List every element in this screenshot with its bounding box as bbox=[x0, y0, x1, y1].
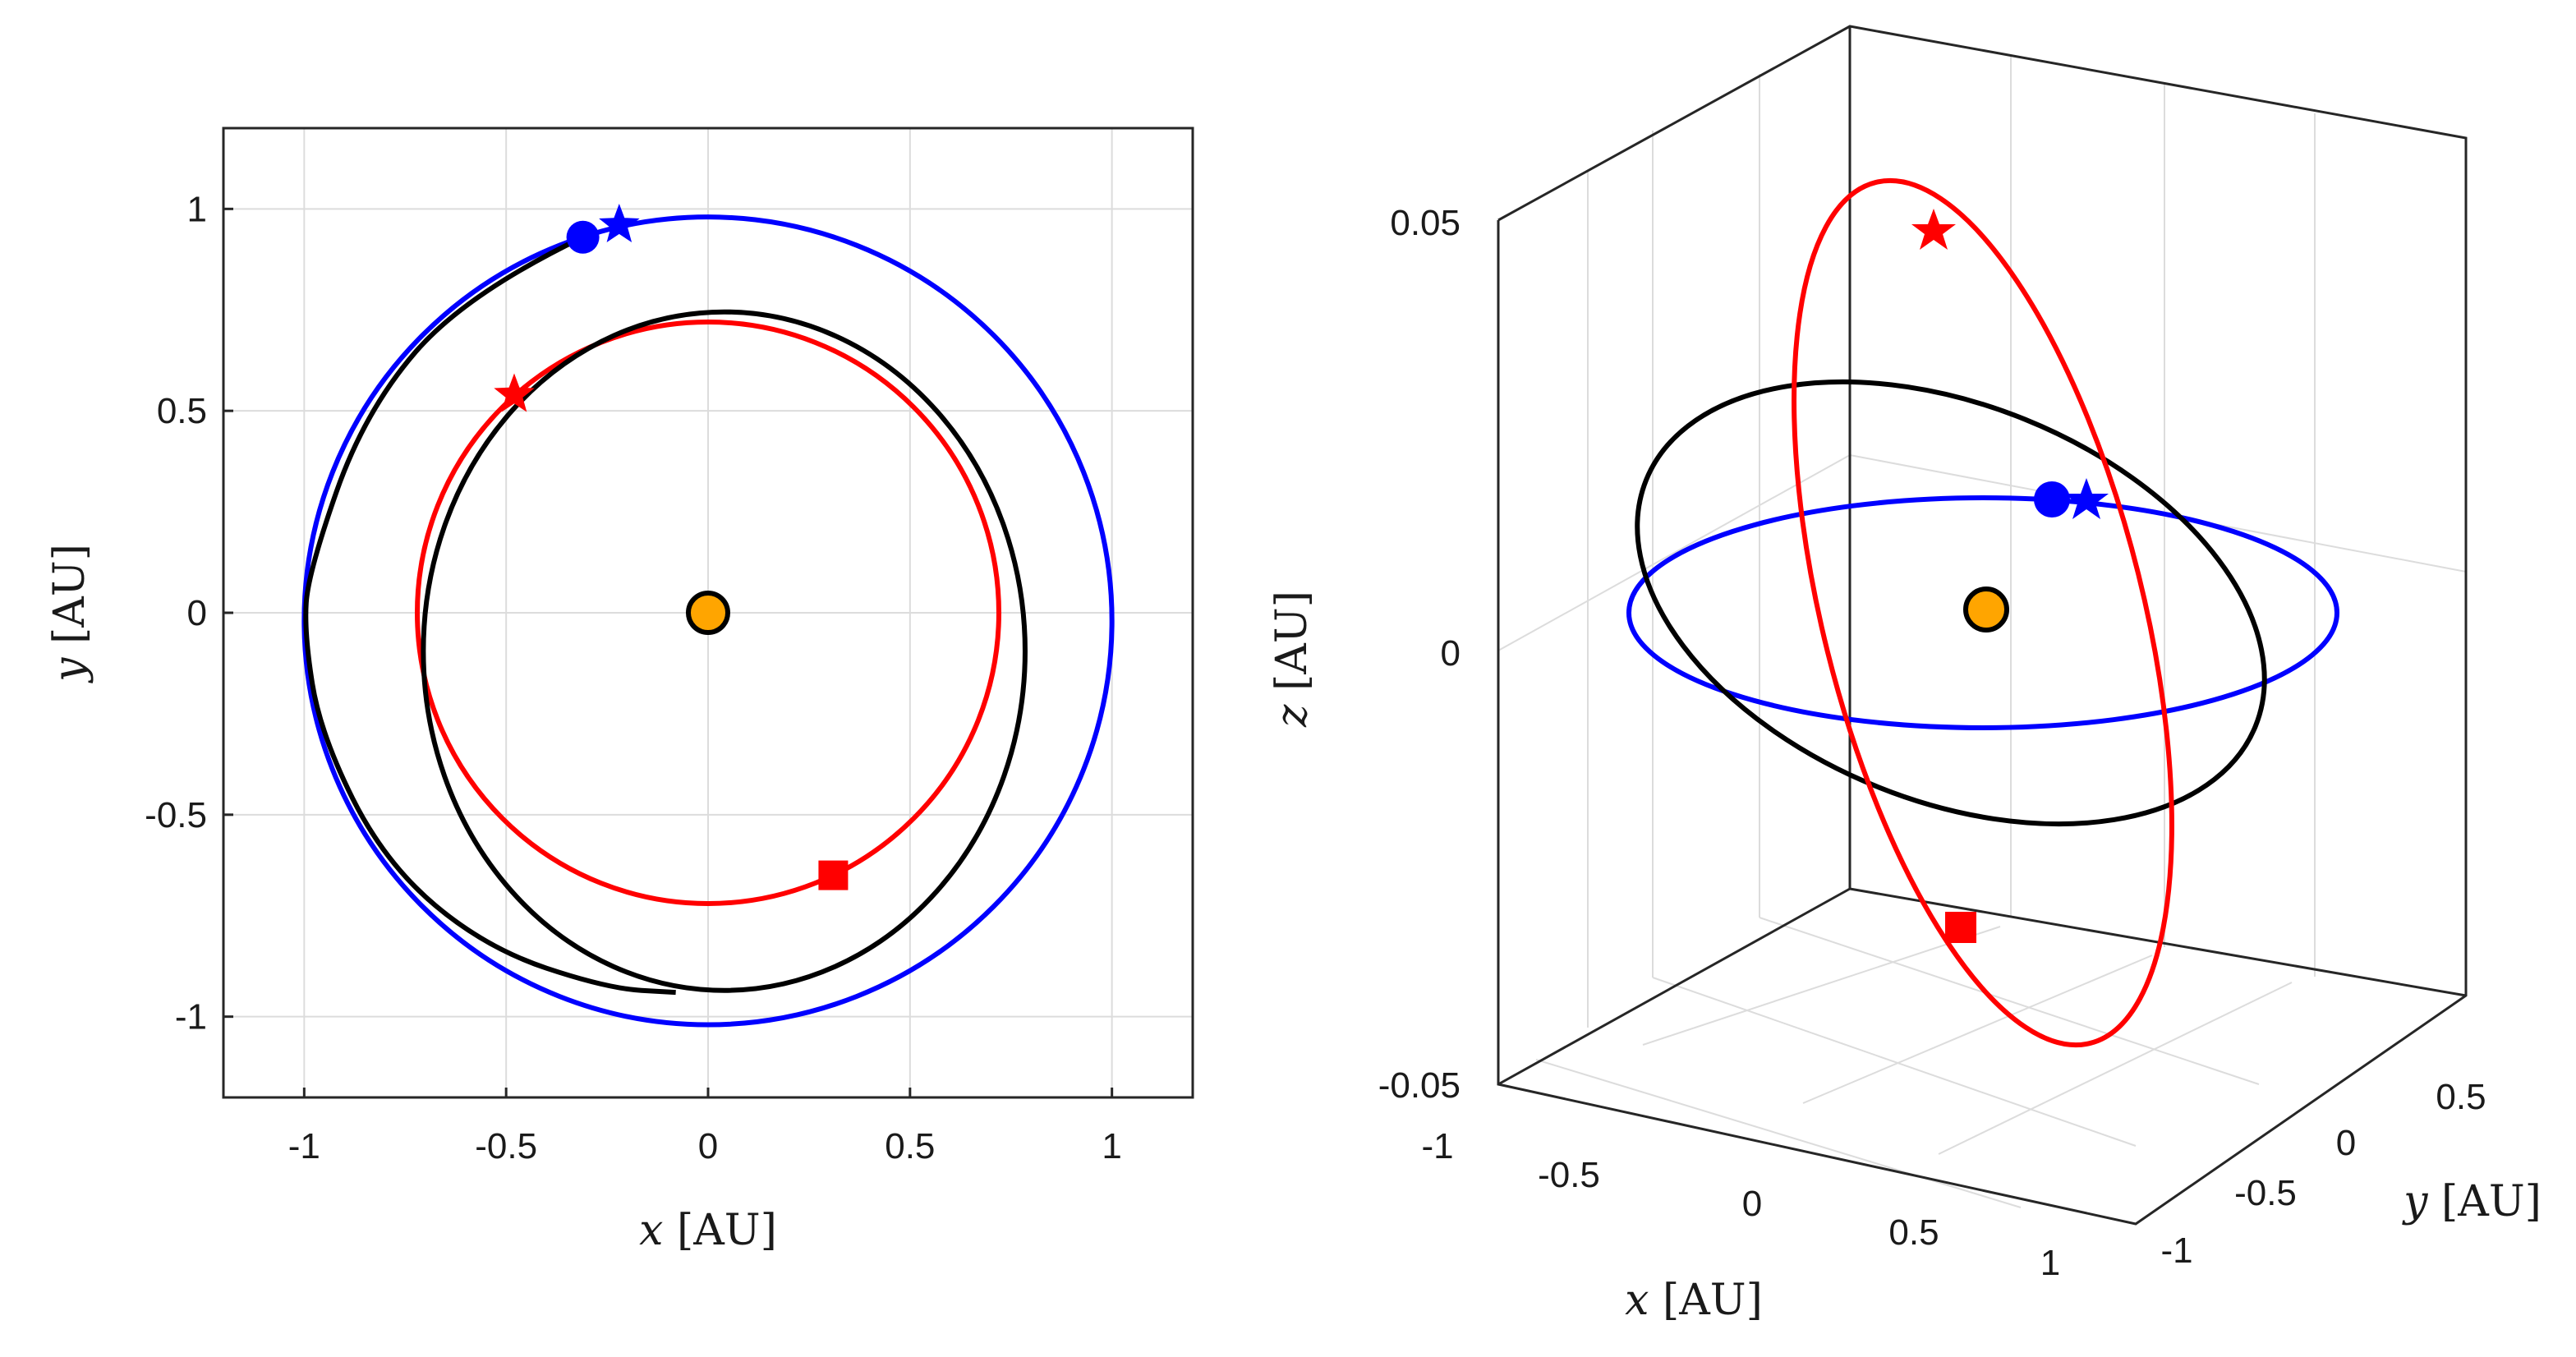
z-tick-label: 0 bbox=[1441, 633, 1460, 674]
x-tick-label: 1 bbox=[1102, 1126, 1121, 1166]
grid-3d-back-wall-x bbox=[1849, 26, 2467, 889]
y-tick-label: 0.5 bbox=[157, 391, 207, 431]
y-tick-label-3d: 0.5 bbox=[2436, 1077, 2486, 1117]
y-tick-label: 1 bbox=[187, 189, 207, 229]
z-tick-label: 0.05 bbox=[1390, 203, 1460, 243]
y-axis-label-3d: y [AU] bbox=[2402, 1177, 2542, 1226]
x-tick-label: -0.5 bbox=[475, 1126, 537, 1166]
orbit-curves-3d bbox=[1626, 177, 2339, 1048]
ticks-2d: -1 -0.5 0 0.5 1 -1 -0.5 0 0.5 1 bbox=[145, 189, 1122, 1166]
orbit-markers-3d bbox=[1911, 209, 2109, 943]
y-axis-label-2d: y [AU] bbox=[45, 544, 94, 683]
y-tick-label: 0 bbox=[187, 593, 207, 633]
series-black-transfer-arc bbox=[303, 235, 676, 996]
series-blue-orbit-3d bbox=[1626, 495, 2339, 730]
x-tick-label: -1 bbox=[288, 1126, 320, 1166]
y-tick-label-3d: -0.5 bbox=[2234, 1173, 2297, 1213]
x-tick-label-3d: -1 bbox=[1421, 1126, 1453, 1166]
x-axis-label-3d: x [AU] bbox=[1625, 1276, 1763, 1325]
x-tick-label-3d: 0 bbox=[1742, 1184, 1762, 1224]
series-red-orbit-3d bbox=[1792, 177, 2174, 1048]
marker-blue-circle bbox=[566, 220, 600, 254]
y-tick-label: -1 bbox=[175, 997, 207, 1037]
axes-box-3d bbox=[1497, 25, 2468, 1226]
marker-red-square-3d bbox=[1945, 912, 1976, 943]
series-black-orbit-inner- bbox=[421, 309, 1028, 993]
y-tick-label: -0.5 bbox=[145, 795, 207, 835]
y-tick-label-3d: 0 bbox=[2336, 1123, 2356, 1163]
x-tick-label-3d: -0.5 bbox=[1538, 1155, 1600, 1195]
grid-3d-floor bbox=[1535, 917, 2293, 1208]
y-ticks-3d: -1 -0.5 0 0.5 bbox=[2160, 1077, 2486, 1271]
x-ticks-3d: -1 -0.5 0 0.5 1 bbox=[1421, 1126, 2060, 1283]
marker-sun-3d bbox=[1963, 586, 2009, 632]
marker-blue-circle-3d bbox=[2034, 481, 2070, 518]
series-red-orbit bbox=[415, 320, 1001, 906]
x-tick-label: 0.5 bbox=[885, 1126, 935, 1166]
y-tick-label-3d: -1 bbox=[2160, 1230, 2192, 1271]
marker-red-square bbox=[818, 860, 849, 890]
x-tick-label-3d: 1 bbox=[2040, 1243, 2060, 1283]
grid-3d-back-wall-y bbox=[1497, 55, 2316, 1028]
x-tick-label: 0 bbox=[698, 1126, 718, 1166]
marker-red-star-3d bbox=[1911, 209, 1956, 250]
marker-sun bbox=[686, 591, 730, 635]
x-tick-label-3d: 0.5 bbox=[1888, 1212, 1939, 1253]
z-axis-label-3d: z [AU] bbox=[1267, 591, 1317, 728]
orbit-plot-2d: -1 -0.5 0 0.5 1 -1 -0.5 0 0.5 1 x [AU] y [AU] bbox=[45, 126, 1194, 1255]
marker-red-star bbox=[494, 373, 535, 412]
series-black-orbit-3d bbox=[1635, 379, 2267, 827]
x-axis-label-2d: x [AU] bbox=[639, 1206, 777, 1255]
orbit-plot-3d: 0.05 0 -0.05 -1 -0.5 0 0.5 1 -1 -0.5 0 0… bbox=[1267, 25, 2542, 1325]
z-ticks-3d: 0.05 0 -0.05 bbox=[1378, 203, 1460, 1106]
marker-blue-star-3d bbox=[2064, 478, 2109, 519]
orbit-markers-2d bbox=[494, 204, 849, 890]
z-tick-label: -0.05 bbox=[1378, 1065, 1460, 1106]
orbit-curves-2d bbox=[301, 214, 1115, 1028]
marker-blue-star bbox=[599, 204, 640, 242]
